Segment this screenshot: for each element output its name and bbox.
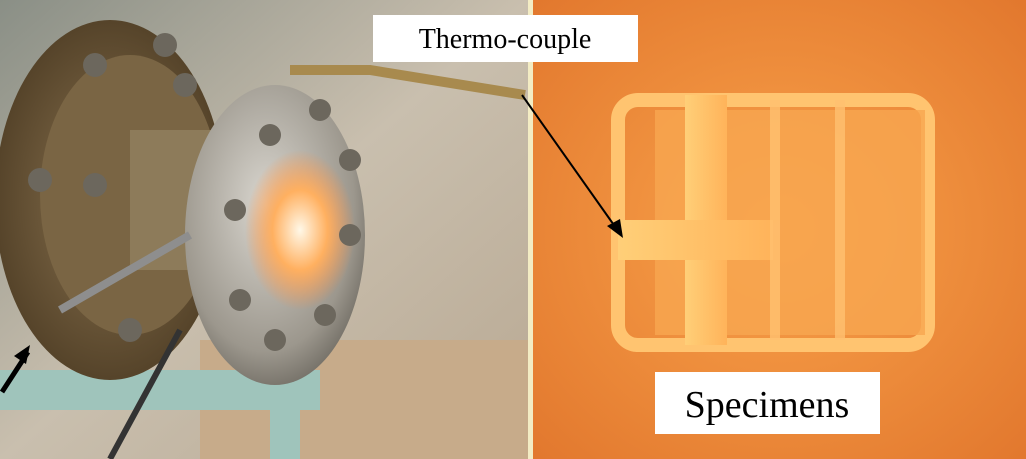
figure: Thermo-couple Specimens: [0, 0, 1026, 459]
thermocouple-label: Thermo-couple: [419, 24, 592, 55]
specimens-label: Specimens: [685, 384, 850, 426]
left-photo: [0, 0, 528, 459]
